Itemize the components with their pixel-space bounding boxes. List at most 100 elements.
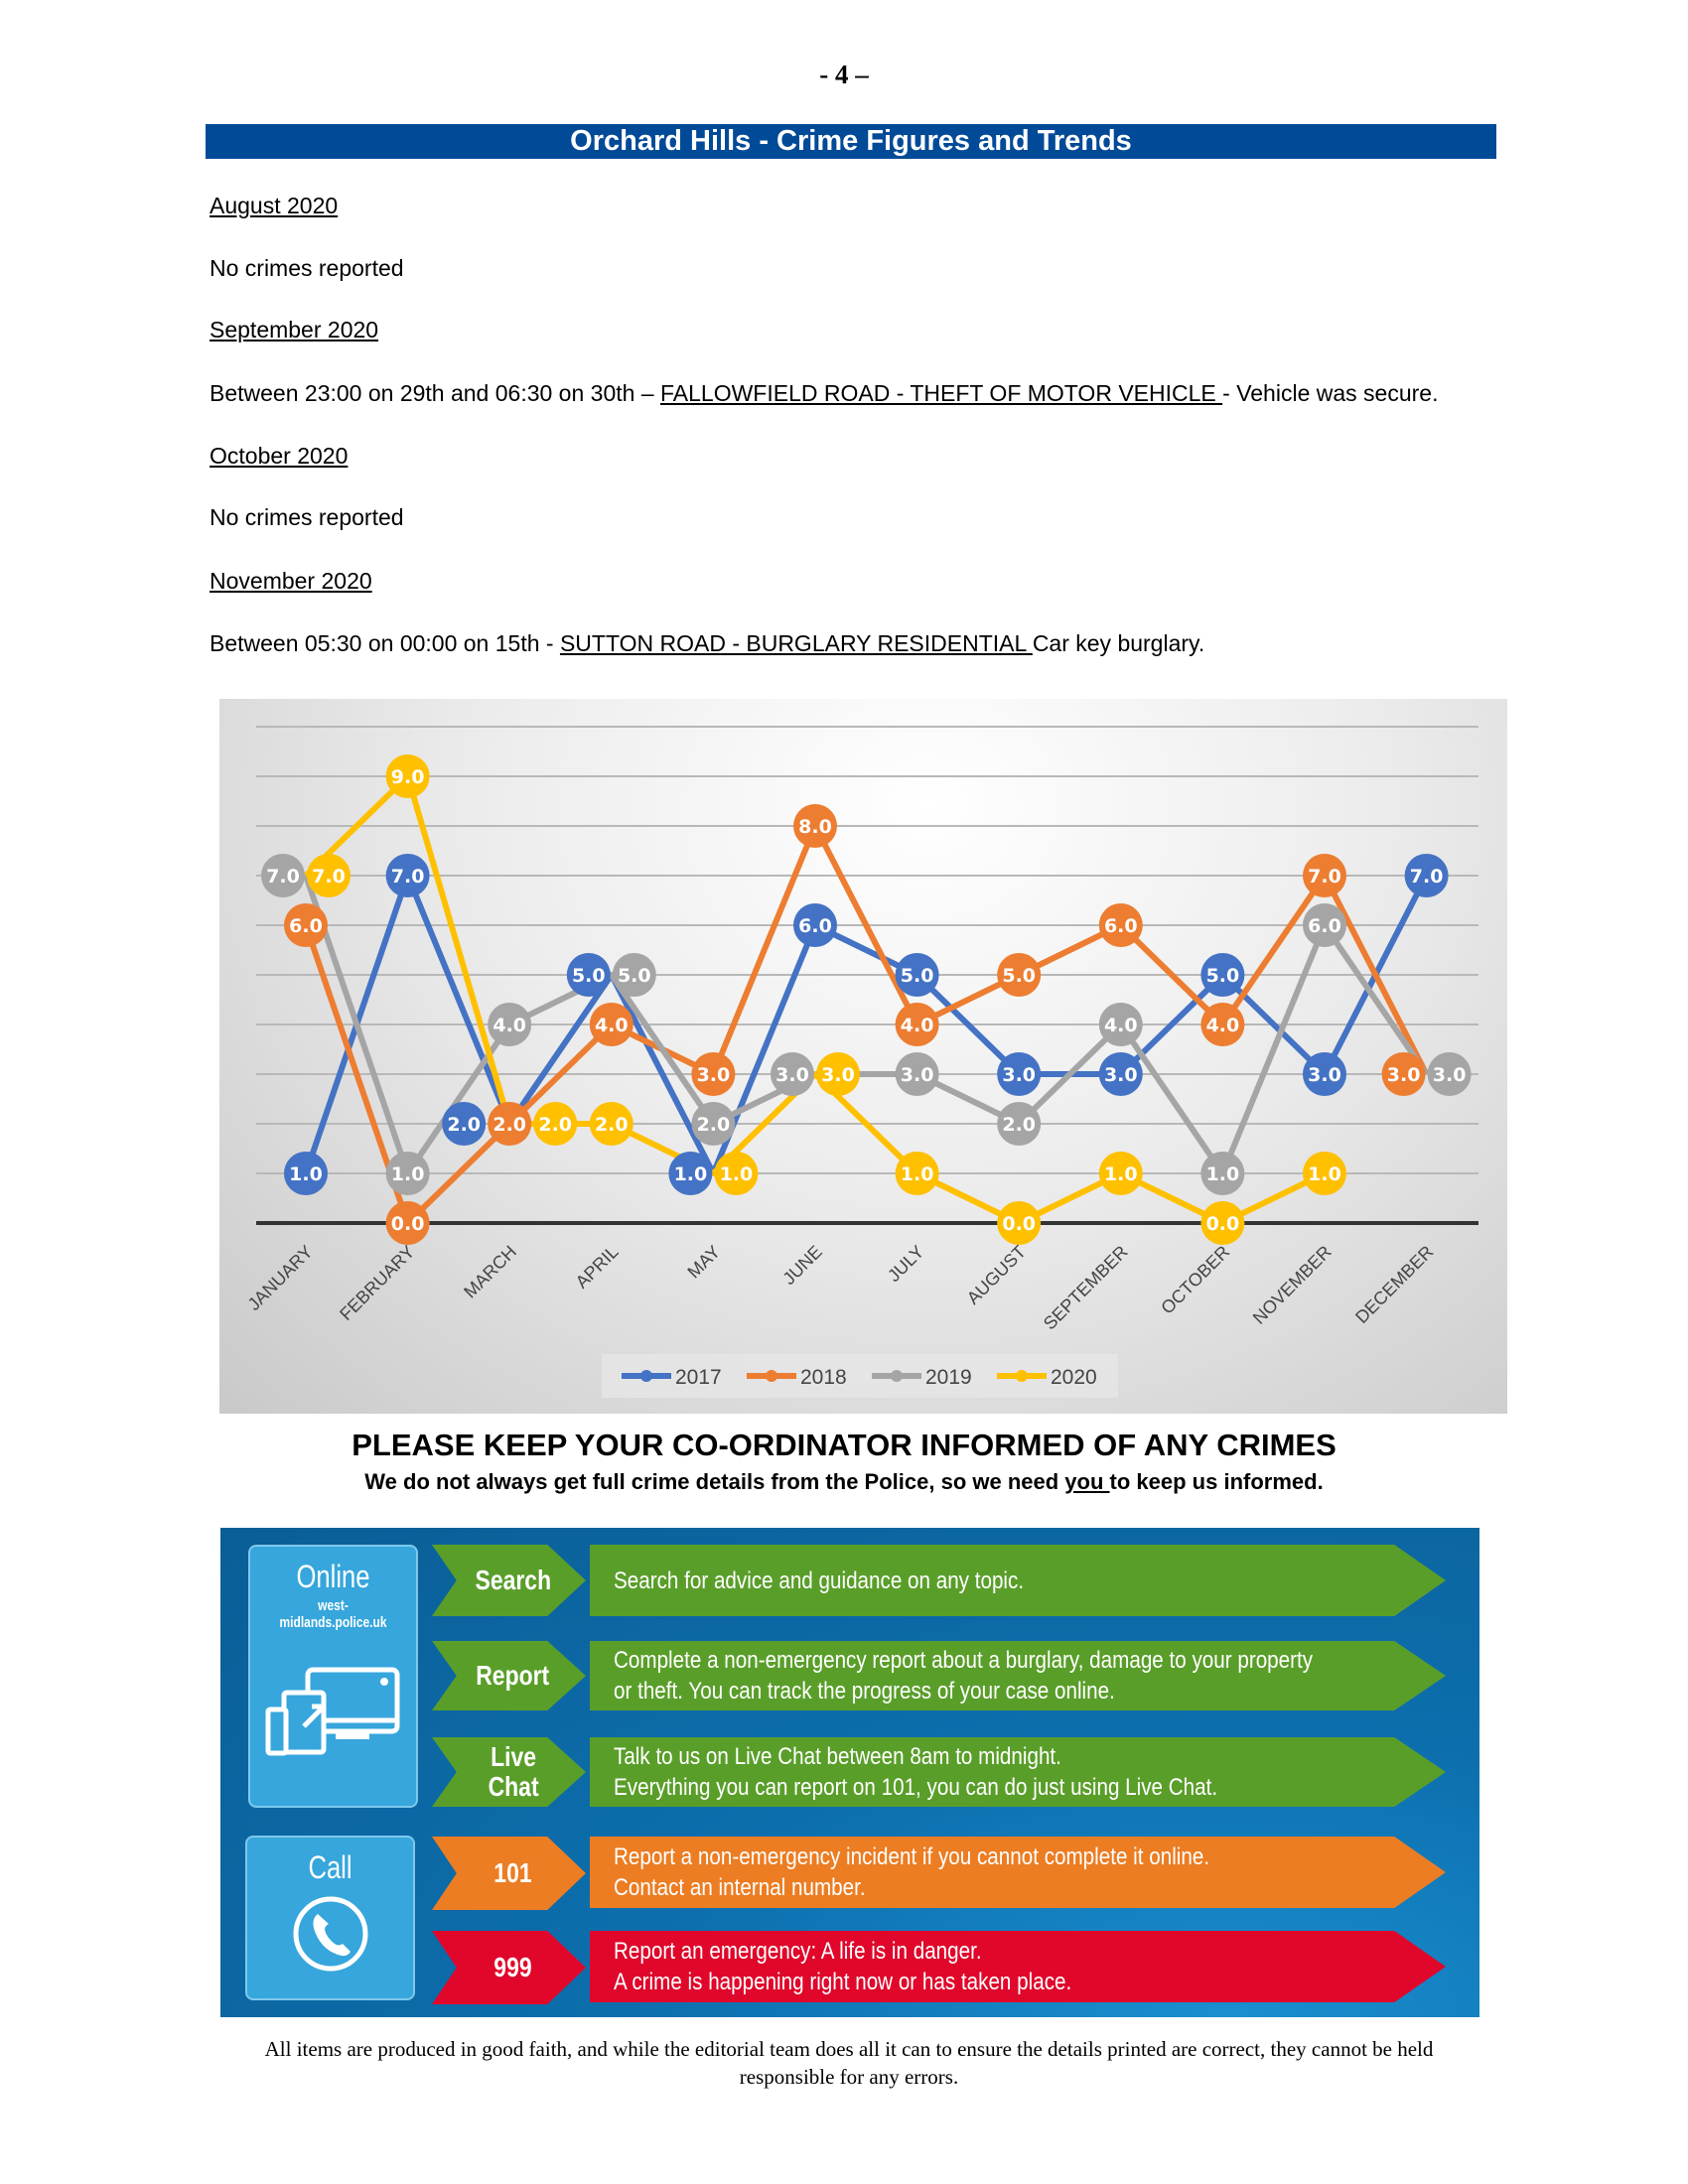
data-point-2018 [691,1052,736,1096]
data-point-2017 [1098,1052,1143,1096]
data-point-2020 [1200,1201,1245,1245]
data-label-2019: 3.0 [775,1064,809,1086]
data-label-2020: 0.0 [1206,1213,1240,1235]
data-point-2019 [997,1102,1042,1146]
data-label-2018: 3.0 [1387,1064,1421,1086]
cta-title: PLEASE KEEP YOUR CO-ORDINATOR INFORMED O… [352,1428,1336,1462]
data-label-2020: 2.0 [538,1114,572,1136]
search-chevron: Search [432,1545,586,1616]
data-label-2018: 4.0 [1206,1015,1240,1036]
cta-sub-text: We do not always get full crime details … [364,1469,1065,1494]
crime-trend-chart: JANUARY FEBRUARY MARCH APRIL MAY JUNE JULY AUGU… [219,699,1507,1414]
data-point-2018 [793,804,837,848]
legend-label-2019: 2019 [925,1366,972,1389]
data-label-2017: 5.0 [1206,965,1240,987]
entry-prefix: Between 23:00 on 29th and 06:30 on 30th … [210,380,660,406]
data-point-2017 [566,953,611,997]
data-point-2018 [1200,1003,1245,1046]
data-point-2020 [589,1102,633,1146]
police-contact-infographic: Online west-midlands.police.uk Call Sear… [220,1528,1479,2017]
data-label-2020: 1.0 [1104,1163,1138,1185]
data-label-2019: 1.0 [1206,1163,1240,1185]
data-point-2017 [385,854,430,897]
live-chat-description: Talk to us on Live Chat between 8am to m… [590,1737,1446,1807]
legend-label-2018: 2018 [800,1366,847,1389]
data-label-2018: 0.0 [391,1213,425,1235]
report-chevron: Report [432,1641,586,1710]
legend-marker-2018 [766,1370,777,1382]
data-point-2020 [1303,1152,1346,1195]
legend-marker-2017 [640,1370,652,1382]
data-label-2017: 3.0 [1308,1064,1341,1086]
data-label-2020: 1.0 [720,1163,754,1185]
entry-text: Between 05:30 on 00:00 on 15th - SUTTON … [210,630,1204,657]
entry-text: No crimes reported [210,255,404,281]
data-label-2019: 3.0 [1433,1064,1467,1086]
entry-suffix: - Vehicle was secure. [1222,380,1439,406]
data-point-2018 [589,1003,633,1046]
data-point-2017 [997,1052,1042,1096]
legend-label-2020: 2020 [1051,1366,1097,1389]
x-tick-label: JANUARY [243,1242,316,1314]
data-point-2017 [442,1102,487,1146]
data-point-2018 [1381,1052,1426,1096]
online-heading: Online [296,1559,370,1594]
data-label-2019: 7.0 [266,866,300,887]
x-tick-label: JUNE [778,1242,825,1289]
data-label-2020: 3.0 [821,1064,855,1086]
data-label-2018: 2.0 [492,1114,526,1136]
data-label-2020: 7.0 [312,866,346,887]
data-point-2018 [895,1003,939,1046]
legend-marker-2019 [891,1370,903,1382]
call-panel: Call [245,1836,415,2000]
data-label-2018: 6.0 [1104,915,1138,937]
data-label-2019: 2.0 [1002,1114,1036,1136]
page-number: - 4 – [819,60,869,89]
search-description: Search for advice and guidance on any to… [590,1545,1446,1616]
data-label-2020: 9.0 [391,766,425,788]
data-point-2019 [488,1003,532,1046]
data-point-2020 [895,1152,939,1195]
data-label-2020: 1.0 [901,1163,934,1185]
data-label-2017: 5.0 [572,965,606,987]
report-description: Complete a non-emergency report about a … [590,1641,1446,1710]
entry-text: Between 23:00 on 29th and 06:30 on 30th … [210,380,1438,407]
data-label-2018: 4.0 [901,1015,934,1036]
call-heading: Call [308,1849,352,1885]
data-point-2019 [1303,903,1346,947]
data-label-2017: 1.0 [674,1163,708,1185]
x-tick-label: FEBRUARY [336,1242,418,1324]
data-label-2018: 6.0 [289,915,323,937]
data-point-2019 [385,1152,430,1195]
999-chevron: 999 [432,1931,586,2004]
x-tick-label: SEPTEMBER [1040,1242,1132,1334]
data-point-2019 [612,953,656,997]
101-chevron: 101 [432,1837,586,1910]
101-description: Report a non-emergency incident if you c… [590,1837,1446,1908]
data-point-2020 [714,1152,759,1195]
series-line-2018 [303,823,1430,1226]
x-tick-label: JULY [884,1242,927,1286]
data-label-2018: 4.0 [595,1015,629,1036]
data-point-2017 [284,1152,328,1195]
data-label-2020: 1.0 [1308,1163,1341,1185]
x-tick-label: OCTOBER [1157,1242,1233,1318]
data-point-2018 [488,1102,532,1146]
cta-sub-text-end: to keep us informed. [1109,1469,1324,1494]
data-point-2020 [816,1052,860,1096]
data-label-2017: 3.0 [1104,1064,1138,1086]
chart-svg: JANUARY FEBRUARY MARCH APRIL MAY JUNE JULY AUGU… [243,726,1478,1398]
entry-text: No crimes reported [210,504,404,530]
data-point-2018 [1303,854,1346,897]
series-line-2019 [303,875,1430,1176]
data-label-2020: 2.0 [595,1114,629,1136]
data-point-2017 [895,953,939,997]
data-label-2019: 6.0 [1308,915,1341,937]
month-heading: November 2020 [210,568,372,594]
999-description: Report an emergency: A life is in danger… [590,1931,1446,2002]
data-point-2017 [793,903,837,947]
legend-marker-2020 [1016,1370,1028,1382]
data-point-2019 [895,1052,939,1096]
x-tick-label: MAY [683,1242,724,1283]
series-line-2017 [303,873,1430,1176]
